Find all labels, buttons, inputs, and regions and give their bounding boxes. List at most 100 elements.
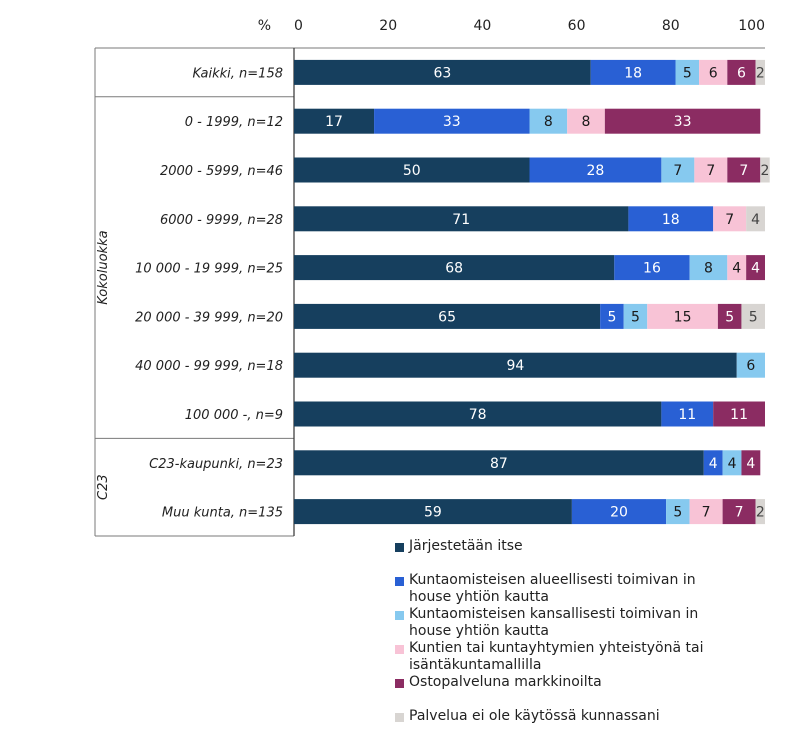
bar-segment [529, 157, 662, 183]
bar-segment [614, 255, 690, 281]
bar-segment [294, 255, 615, 281]
bar-segment [741, 303, 765, 329]
bar-segment [760, 157, 770, 183]
data-label: 4 [709, 456, 718, 472]
bar-segment [567, 108, 605, 134]
bar-segment [675, 59, 700, 85]
data-label: 68 [445, 261, 463, 277]
bar-segment [294, 450, 704, 476]
data-label: 2 [756, 505, 765, 521]
data-label: 7 [706, 163, 715, 179]
data-label: 33 [443, 114, 461, 130]
category-label: Kaikki, n=158 [192, 66, 283, 81]
category-label: 6000 - 9999, n=28 [160, 213, 283, 228]
percent-symbol: % [258, 18, 271, 34]
data-label: 2 [756, 65, 765, 81]
bar-segment [571, 499, 667, 525]
category-label: 2000 - 5999, n=46 [160, 164, 283, 179]
x-tick-label: 40 [473, 18, 491, 34]
legend-label: Kuntaomisteisen alueellisesti toimivan i… [409, 572, 769, 606]
legend-label-line: isäntäkuntamallilla [409, 657, 542, 673]
data-label: 87 [490, 456, 508, 472]
data-label: 5 [673, 505, 682, 521]
legend-label: Järjestetään itse [409, 538, 769, 555]
category-label: 100 000 -, n=9 [185, 408, 283, 423]
data-label: 4 [751, 212, 760, 228]
legend-label: Ostopalveluna markkinoilta [409, 674, 769, 691]
bar-segment [294, 499, 572, 525]
legend-swatch [395, 611, 404, 620]
bar-segment [755, 59, 765, 85]
data-label: 78 [469, 407, 487, 423]
x-tick-label: 100 [738, 18, 765, 34]
legend-label: Palvelua ei ole käytössä kunnassani [409, 708, 769, 725]
legend-label: Kuntaomisteisen kansallisesti toimivan i… [409, 606, 769, 640]
bar-segment [689, 255, 728, 281]
bar-segment [746, 206, 765, 232]
x-tick-label: 0 [294, 18, 303, 34]
bar-segment [755, 499, 765, 525]
legend-swatch [395, 577, 404, 586]
data-label: 20 [610, 505, 628, 521]
bar-segment [529, 108, 568, 134]
group-label: C23 [96, 474, 111, 500]
legend-swatch [395, 679, 404, 688]
group-label: Kokoluokka [96, 230, 111, 304]
bar-segment [661, 401, 714, 427]
bar-segment [689, 499, 723, 525]
data-label: 59 [424, 505, 442, 521]
bar-segment [661, 157, 695, 183]
data-label: 71 [452, 212, 470, 228]
legend-label-line: Palvelua ei ole käytössä kunnassani [409, 708, 660, 724]
bar-segment [623, 303, 648, 329]
legend-label-line: Kuntaomisteisen alueellisesti toimivan i… [409, 572, 696, 588]
bar-segment [736, 352, 765, 378]
bar-segment [294, 303, 601, 329]
data-label: 5 [725, 309, 734, 325]
data-label: 16 [643, 261, 661, 277]
data-label: 65 [438, 309, 456, 325]
legend-label-line: house yhtiön kautta [409, 589, 549, 605]
bar-segment [717, 303, 742, 329]
bar-segment [727, 59, 756, 85]
data-label: 7 [739, 163, 748, 179]
bar-segment [722, 450, 742, 476]
bar-segment [713, 401, 765, 427]
data-label: 50 [403, 163, 421, 179]
bar-segment [604, 108, 761, 134]
data-label: 6 [737, 65, 746, 81]
data-label: 7 [673, 163, 682, 179]
data-label: 5 [749, 309, 758, 325]
data-label: 8 [582, 114, 591, 130]
data-label: 8 [704, 261, 713, 277]
data-label: 94 [506, 358, 524, 374]
bar-segment [294, 206, 629, 232]
bar-segment [713, 206, 747, 232]
data-label: 4 [751, 261, 760, 277]
data-label: 4 [746, 456, 755, 472]
bar-segment [722, 499, 756, 525]
legend-swatch [395, 645, 404, 654]
bar-segments [294, 59, 770, 525]
legend-label-line: Ostopalveluna markkinoilta [409, 674, 602, 690]
legend-swatch [395, 713, 404, 722]
bar-segment [647, 303, 718, 329]
bar-segment [727, 157, 761, 183]
data-label: 11 [678, 407, 696, 423]
data-label: 6 [746, 358, 755, 374]
data-label: 17 [325, 114, 343, 130]
bar-segment [741, 450, 761, 476]
data-label: 4 [732, 261, 741, 277]
category-label: Muu kunta, n=135 [162, 506, 283, 521]
legend-label-line: house yhtiön kautta [409, 623, 549, 639]
legend-label: Kuntien tai kuntayhtymien yhteistyönä ta… [409, 640, 769, 674]
data-label: 5 [683, 65, 692, 81]
data-label: 5 [607, 309, 616, 325]
data-label: 28 [587, 163, 605, 179]
bar-segment [294, 157, 530, 183]
data-label: 7 [735, 505, 744, 521]
bar-segment [294, 401, 662, 427]
bar-segment [590, 59, 676, 85]
x-tick-label: 20 [379, 18, 397, 34]
